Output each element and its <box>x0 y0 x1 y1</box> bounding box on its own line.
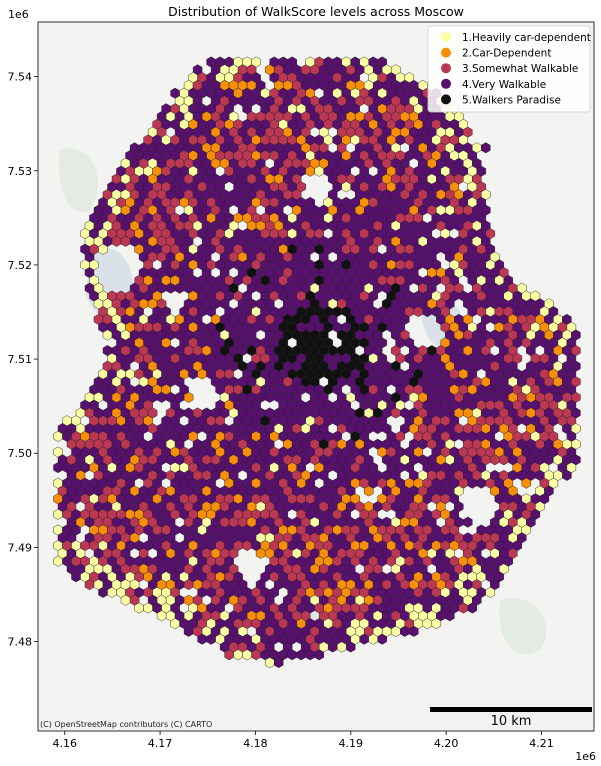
hex-cell <box>445 610 455 622</box>
hex-cell <box>562 469 572 481</box>
y-tick-label: 7.53 <box>8 165 33 178</box>
scale-bar-label: 10 km <box>491 714 532 729</box>
axes-frame <box>37 21 595 732</box>
legend-marker <box>441 32 451 42</box>
legend-label: 4.Very Walkable <box>462 79 546 91</box>
hex-cell <box>273 657 284 669</box>
hex-cell <box>377 633 387 645</box>
x-tick-label: 4.20 <box>434 737 459 750</box>
hex-cell <box>481 142 491 154</box>
scale-bar: 10 km <box>430 707 592 729</box>
chart-title: Distribution of WalkScore levels across … <box>168 4 464 19</box>
basemap-shape <box>499 598 547 655</box>
y-exponent-label: 1e6 <box>8 8 29 21</box>
x-tick-label: 4.17 <box>148 737 173 750</box>
hex-cell <box>314 649 324 661</box>
hex-cell <box>345 641 356 653</box>
hex-cell <box>485 586 496 598</box>
legend-marker <box>441 94 451 105</box>
hex-cell <box>183 391 194 403</box>
hex-cell <box>463 516 473 528</box>
hex-cell <box>521 477 532 489</box>
x-exponent-label: 1e6 <box>575 750 596 763</box>
x-tick-label: 4.18 <box>243 737 268 750</box>
legend-label: 2.Car-Dependent <box>462 48 551 60</box>
hex-cell <box>363 485 374 497</box>
x-tick-label: 4.16 <box>52 737 77 750</box>
hex-cell <box>431 618 442 630</box>
y-tick-label: 7.49 <box>8 541 33 554</box>
legend-marker <box>441 78 451 89</box>
legend-marker <box>441 63 451 74</box>
map-attribution: (C) OpenStreetMap contributors (C) CARTO <box>40 720 212 729</box>
y-tick-label: 7.48 <box>8 636 33 649</box>
x-axis-ticks: 4.16 4.17 4.18 4.19 4.20 4.21 <box>52 731 554 750</box>
legend-label: 3.Somewhat Walkable <box>462 63 578 75</box>
hex-cell <box>98 243 108 255</box>
scale-bar-line <box>430 707 592 712</box>
hexagon-layer <box>53 56 581 669</box>
legend: 1.Heavily car-dependent 2.Car-Dependent 3.… <box>427 25 591 113</box>
hex-cell <box>467 602 478 614</box>
legend-label: 1.Heavily car-dependent <box>462 32 591 44</box>
legend-box <box>427 25 591 113</box>
hex-cell <box>409 625 419 637</box>
legend-marker <box>441 47 451 58</box>
y-tick-label: 7.51 <box>8 353 33 366</box>
y-tick-label: 7.54 <box>8 71 33 84</box>
y-tick-label: 7.50 <box>8 447 33 460</box>
y-tick-label: 7.52 <box>8 259 33 272</box>
x-tick-label: 4.19 <box>339 737 364 750</box>
basemap-shape <box>59 148 99 212</box>
x-tick-label: 4.21 <box>529 737 554 750</box>
legend-label: 5.Walkers Paradise <box>462 94 561 106</box>
y-axis-ticks: 7.48 7.49 7.50 7.51 7.52 7.53 7.54 <box>8 71 38 649</box>
